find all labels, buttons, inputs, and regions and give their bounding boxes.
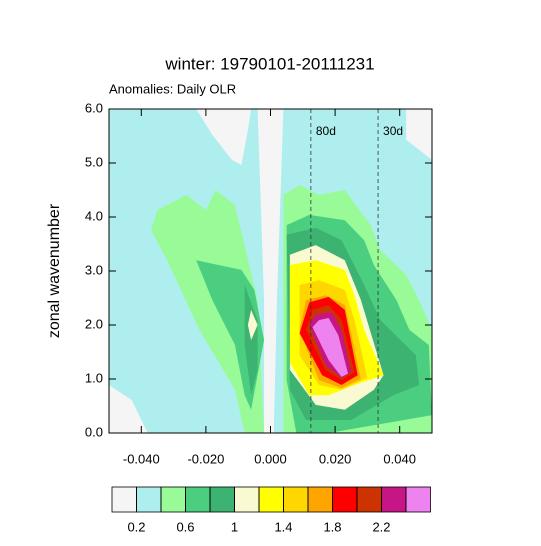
contour-fill: [406, 109, 432, 160]
chart-title: winter: 19790101-20111231: [164, 54, 374, 73]
colorbar-tick-label: 0.2: [127, 519, 145, 534]
colorbar-tick-label: 0.6: [176, 519, 194, 534]
reference-label: 30d: [383, 124, 403, 138]
y-tick-label: 4.0: [85, 208, 103, 223]
colorbar-box: [258, 486, 284, 513]
y-tick-label: 0.0: [85, 424, 103, 439]
y-tick-label: 1.0: [85, 370, 103, 385]
colorbar-box: [185, 486, 211, 513]
colorbar-box: [356, 486, 382, 513]
chart-subtitle: Anomalies: Daily OLR: [109, 81, 236, 96]
x-tick-label: 0.000: [254, 451, 287, 466]
colorbar-tick-label: 1: [231, 519, 238, 534]
x-tick-label: 0.040: [383, 451, 416, 466]
reference-label: 80d: [316, 124, 336, 138]
colorbar-box: [332, 486, 358, 513]
contour-fill: [196, 109, 252, 166]
colorbar-box: [307, 486, 333, 513]
x-tick-label: 0.020: [319, 451, 352, 466]
colorbar-tick-label: 1.8: [323, 519, 341, 534]
contour-fill: [150, 190, 265, 433]
colorbar-box: [111, 486, 137, 513]
colorbar-box: [234, 486, 260, 513]
colorbar-box: [283, 486, 309, 513]
colorbar-tick-label: 2.2: [372, 519, 390, 534]
colorbar-box: [405, 486, 431, 513]
y-tick-label: 3.0: [85, 262, 103, 277]
y-tick-label: 6.0: [85, 100, 103, 115]
contour-fill: [257, 109, 284, 433]
contour-fill: [109, 384, 148, 433]
colorbar-box: [209, 486, 235, 513]
y-axis-label: zonal wavenumber: [46, 203, 63, 338]
y-tick-label: 2.0: [85, 316, 103, 331]
colorbar-box: [381, 486, 407, 513]
x-tick-label: -0.040: [123, 451, 160, 466]
y-tick-label: 5.0: [85, 154, 103, 169]
colorbar-tick-label: 1.4: [274, 519, 292, 534]
colorbar-box: [160, 486, 186, 513]
contour-fill: [312, 317, 349, 377]
contour-fill: [247, 309, 258, 341]
colorbar-box: [136, 486, 162, 513]
x-tick-label: -0.020: [187, 451, 224, 466]
